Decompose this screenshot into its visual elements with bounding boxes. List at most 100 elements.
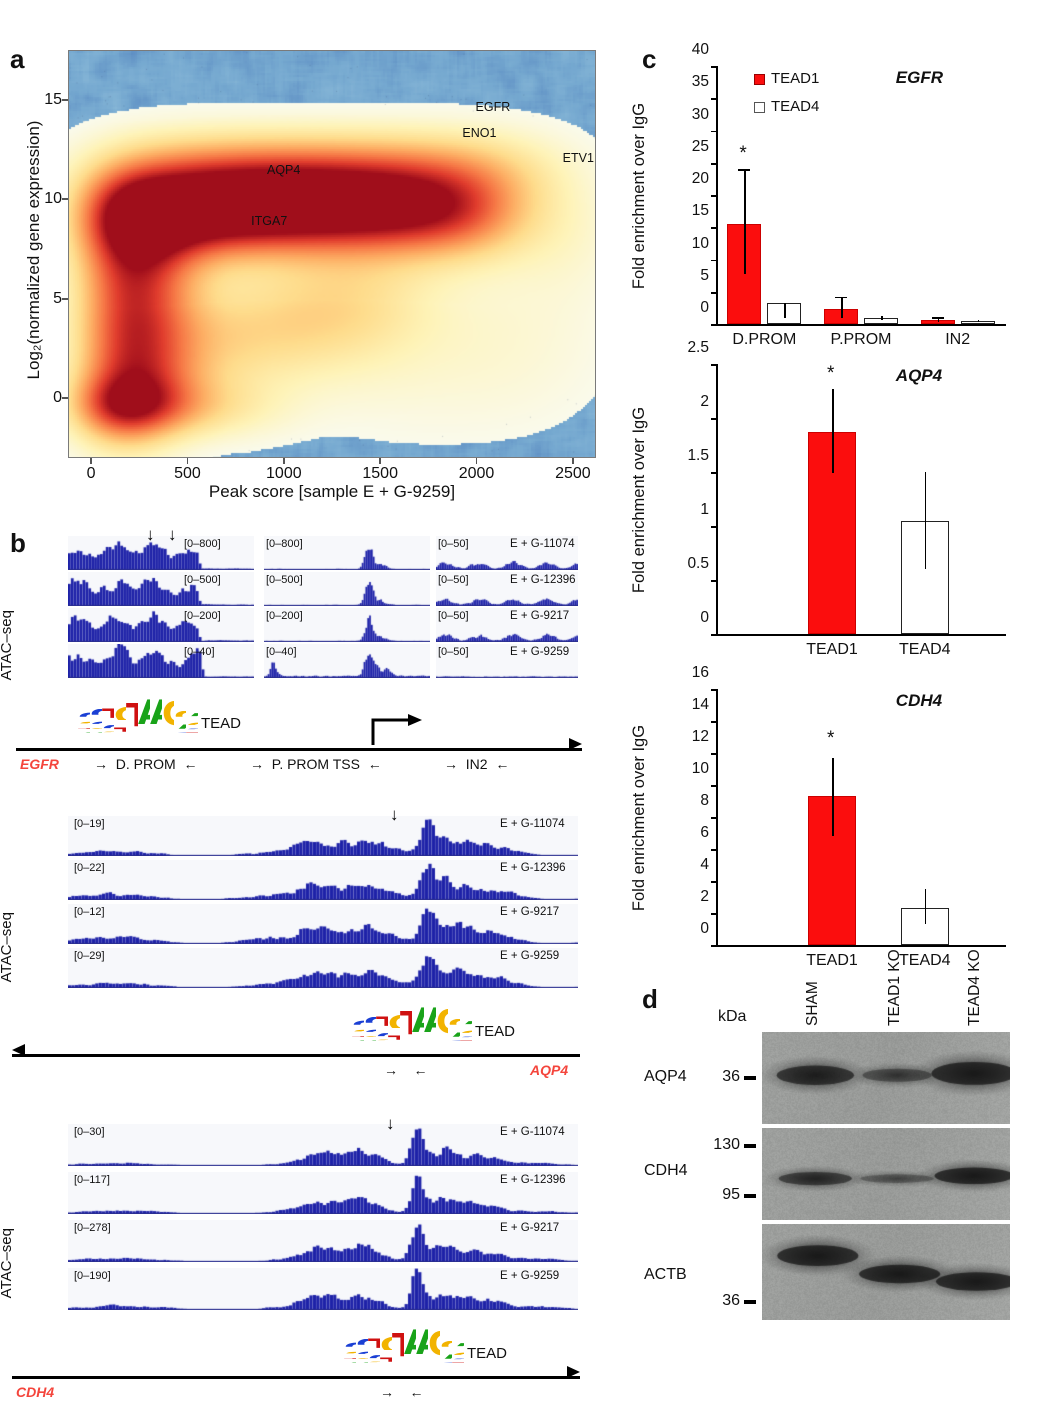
motif-letter: G — [448, 1020, 460, 1026]
motif-column: A — [138, 698, 150, 732]
axis-line — [16, 748, 582, 751]
arrowhead-left-icon — [12, 1044, 25, 1056]
axis-line — [12, 1054, 580, 1057]
atac-scale-label: [0–200] — [266, 610, 303, 622]
panel-a-y-tick: 10 — [44, 190, 62, 208]
tead-motif-logo-aqp4: CGTACCGATCGGTTAAGGACAGCTTEAD — [352, 1006, 515, 1040]
legend-item-tead1: TEAD1 — [754, 70, 819, 87]
chart-y-tick: 12 — [691, 728, 709, 745]
motif-column: CGTA — [344, 1328, 356, 1362]
motif-letter: T — [114, 728, 126, 732]
blot-mw-label: 95 — [722, 1186, 740, 1203]
motif-column: GT — [380, 1328, 392, 1362]
tss-arrow-icon — [370, 714, 424, 751]
arrowhead-right-icon — [569, 738, 582, 750]
chart-y-axis-label: Fold enrichment over IgG — [630, 406, 648, 594]
panel-b-atac-tracks: b ATAC–seq [0–800] [0–800] [0–50] E + G-1107… — [0, 520, 620, 1417]
chart-y-tickmark — [711, 227, 716, 230]
atac-scale-label: [0–30] — [74, 1126, 105, 1138]
motif-letter: A — [440, 1355, 452, 1359]
chart-y-tick: 2.5 — [687, 339, 709, 356]
atac-subpanel — [68, 816, 578, 856]
motif-letter: G — [174, 712, 186, 718]
blot-target-label-actb: ACTB — [644, 1266, 687, 1283]
motif-column: CGTA — [352, 1006, 364, 1040]
motif-letter: A — [174, 725, 186, 729]
chart-x-category: TEAD4 — [899, 952, 951, 969]
atac-track-row: [0–500] [0–500] [0–50] E + G-12396 — [68, 572, 578, 606]
motif-letter: A — [186, 713, 198, 716]
atac-sample-label: E + G-11074 — [510, 538, 575, 550]
panel-a-x-tick: 1000 — [266, 465, 302, 482]
motif-letter: A — [416, 1329, 428, 1362]
motif-letter: A — [448, 1033, 460, 1037]
motif-letter: A — [138, 699, 150, 732]
chart-y-tick: 40 — [691, 41, 709, 58]
atac-scale-label: [0–50] — [438, 574, 469, 586]
atac-subpanel — [68, 1172, 578, 1214]
motif-column: CCGA — [90, 698, 102, 732]
motif-letter: C — [364, 1030, 376, 1032]
legend-item-tead4: TEAD4 — [754, 98, 819, 115]
atac-signal-canvas — [68, 536, 254, 570]
motif-column: AGCT — [186, 698, 198, 732]
panel-a-y-tickmark — [62, 98, 68, 101]
atac-subpanel — [68, 860, 578, 900]
motif-letter: G — [344, 1352, 356, 1354]
arrowhead-right-icon — [567, 1366, 580, 1378]
panel-a-y-tick: 5 — [53, 289, 62, 307]
legend-label: TEAD1 — [771, 70, 820, 87]
motif-column: GAC — [174, 698, 186, 732]
atac-signal-canvas — [68, 1172, 578, 1214]
motif-column: AGCT — [452, 1328, 464, 1362]
motif-letter: C — [356, 1339, 368, 1345]
motif-letter: G — [364, 1036, 376, 1037]
heatmap-gene-label-eno1: ENO1 — [462, 126, 497, 141]
atac-signal-canvas — [264, 536, 430, 570]
chart-y-tick: 15 — [691, 202, 709, 220]
motif-letter: G — [356, 1358, 368, 1359]
atac-subpanel — [68, 948, 578, 988]
atac-signal-canvas — [68, 816, 578, 856]
atac-signal-canvas — [68, 644, 254, 678]
atac-signal-canvas — [436, 644, 578, 678]
motif-column: CCGA — [356, 1328, 368, 1362]
panel-a-density-scatter: a Log₂(normalized gene expression) EGFR E… — [0, 30, 620, 520]
atac-sample-label: E + G-12396 — [510, 574, 576, 586]
chart-y-tickmark — [711, 580, 716, 582]
atac-scale-label: [0–278] — [74, 1222, 111, 1234]
heatmap-gene-label-aqp4: AQP4 — [267, 163, 301, 178]
blot-mw-label: 130 — [713, 1136, 740, 1153]
panel-a-y-tick: 0 — [53, 389, 62, 407]
atac-signal-canvas — [436, 608, 578, 642]
atac-sample-label: E + G-9217 — [510, 610, 570, 622]
panel-a-x-tick: 2500 — [555, 465, 591, 482]
motif-column: A — [412, 1006, 424, 1040]
blot-panel-cdh4 — [762, 1128, 1010, 1220]
motif-letter: A — [452, 1343, 464, 1346]
motif-letter: T — [78, 728, 90, 729]
chart-y-tick: 16 — [691, 664, 709, 681]
chart-plot-area: 0 5 10 15 20 25 30 35 40 * D.PROM P.PROM IN2 TEAD1 TEA… — [692, 41, 1006, 348]
panel-a-x-tickmark — [90, 458, 92, 464]
atac-track-row: [0–40] [0–40] [0–50] E + G-9259 — [68, 644, 578, 678]
atac-scale-label: [0–22] — [74, 862, 105, 874]
atac-signal-canvas — [436, 572, 578, 606]
motif-column: G — [162, 698, 174, 732]
chart-x-axis — [716, 324, 1006, 326]
panel-a-y-tick: 15 — [44, 90, 62, 108]
motif-letter: A — [424, 1007, 436, 1040]
bar-tead4 — [900, 520, 949, 634]
error-bar-tead4 — [977, 320, 980, 323]
chart-x-category: TEAD1 — [806, 641, 858, 658]
atac-signal-canvas — [68, 948, 578, 988]
chart-y-tickmark — [711, 849, 716, 851]
motif-letter: T — [376, 1016, 388, 1025]
motif-letter: G — [90, 728, 102, 729]
blot-mw-label: 36 — [722, 1292, 740, 1309]
atac-scale-label: [0–800] — [184, 538, 221, 550]
kda-label: kDa — [718, 1008, 747, 1025]
atac-track-row: [0–278] E + G-9217 — [68, 1220, 578, 1262]
blot-target-label-cdh4: CDH4 — [644, 1162, 688, 1179]
atac-sample-label: E + G-9259 — [500, 950, 560, 962]
